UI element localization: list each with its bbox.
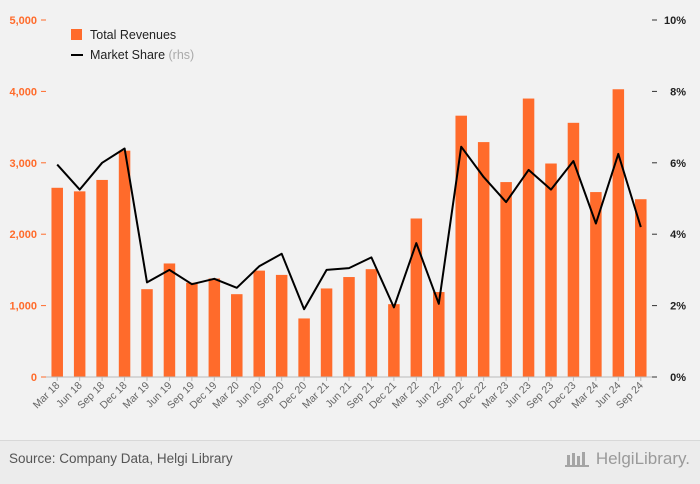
left-axis-tick-label: 3,000	[9, 158, 37, 170]
revenue-bar	[275, 274, 288, 377]
revenue-bar	[590, 192, 602, 377]
revenue-bar	[567, 122, 580, 377]
revenue-bar	[231, 294, 243, 377]
right-axis-tick-label: 10%	[664, 15, 686, 27]
left-axis-tick-label: 2,000	[9, 229, 37, 241]
helgi-library-logo: HelgiLibrary.	[564, 449, 690, 469]
revenue-bar	[208, 278, 221, 377]
revenue-bar	[522, 98, 535, 377]
right-axis-tick-label: 2%	[670, 301, 686, 313]
library-logo-icon	[564, 452, 589, 467]
revenue-bar	[410, 218, 423, 377]
market-share-line	[56, 145, 642, 311]
right-axis-tick-label: 4%	[670, 229, 686, 241]
revenue-bar	[545, 163, 557, 377]
revenue-bar	[455, 115, 467, 378]
revenue-bar	[433, 292, 445, 377]
chart-svg: 0 1,000 2,000 3,000 4,000 5,000 0% 2% 4% 6% 8% 10% M…	[9, 15, 686, 412]
revenue-bar	[51, 187, 63, 377]
revenue-bar	[96, 179, 108, 377]
left-axis-tick-label: 0	[31, 372, 37, 384]
left-axis-tick-label: 1,000	[9, 301, 37, 313]
legend-swatch-total-revenues	[71, 29, 82, 40]
logo-text: HelgiLibrary.	[595, 449, 690, 468]
left-axis-tick-label: 4,000	[9, 86, 37, 98]
legend-label-total-revenues: Total Revenues	[90, 28, 176, 42]
footer: Source: Company Data, Helgi Library Helg…	[0, 440, 700, 484]
left-axis-tick-label: 5,000	[9, 15, 37, 27]
legend-label-market-share: Market Share (rhs)	[90, 48, 194, 62]
revenue-bar	[253, 270, 265, 377]
revenue-bar	[186, 282, 198, 377]
revenue-bar	[320, 288, 333, 377]
right-axis-tick-label: 6%	[670, 158, 686, 170]
legend-rhs-suffix: (rhs)	[169, 48, 195, 62]
right-axis-tick-label: 0%	[670, 372, 686, 384]
source-text: Source: Company Data, Helgi Library	[9, 451, 233, 466]
revenue-bar	[141, 289, 153, 377]
revenue-bar	[635, 199, 647, 377]
revenue-bar	[343, 277, 355, 377]
revenue-bar	[365, 269, 378, 377]
right-axis-tick-label: 8%	[670, 86, 686, 98]
revenue-bar	[73, 191, 86, 377]
revenue-bar	[298, 318, 310, 377]
revenue-bar	[118, 150, 131, 377]
revenue-bar	[500, 182, 512, 377]
revenue-bar	[477, 142, 490, 377]
revenue-bar	[163, 263, 176, 377]
revenue-bar	[388, 304, 400, 377]
revenue-bar	[612, 89, 625, 378]
